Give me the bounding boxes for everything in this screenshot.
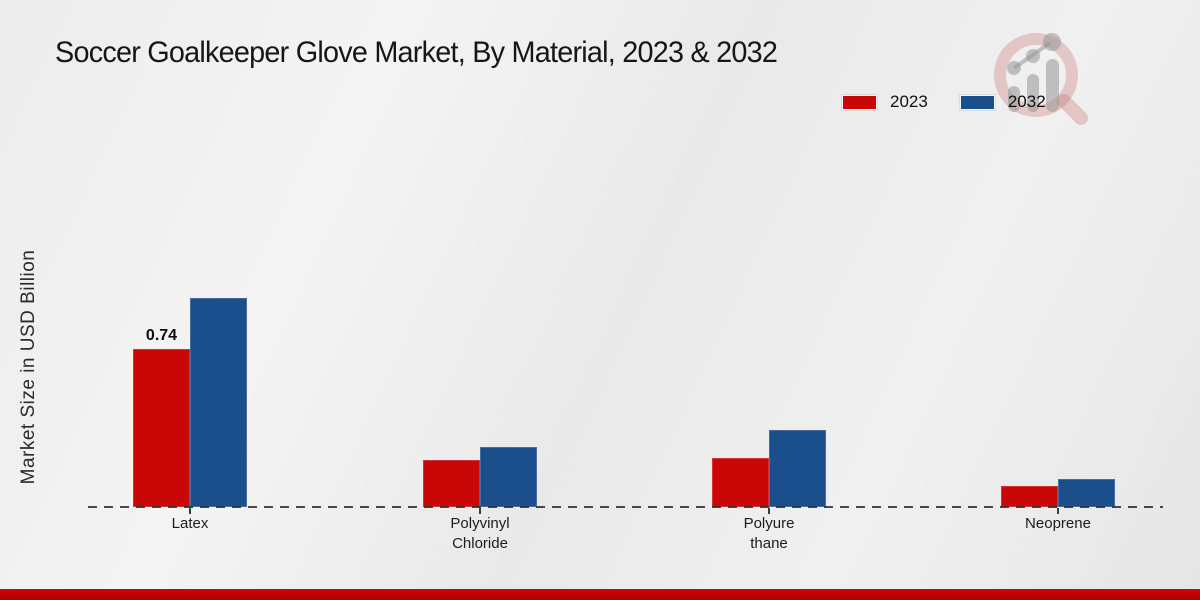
footer-red-strip <box>0 589 1200 600</box>
legend: 2023 2032 <box>842 92 1046 112</box>
magnifier-bar-chart-logo-icon <box>994 33 1088 125</box>
category-label-latex: Latex <box>171 515 209 532</box>
x-axis-tick <box>189 508 191 514</box>
bar-2032-polyurethane <box>769 430 826 507</box>
x-axis-tick <box>768 508 770 514</box>
category-label-polyurethane: Polyure thane <box>743 515 795 553</box>
bar-2032-polyvinyl-chloride <box>480 447 537 507</box>
bar-2023-polyurethane <box>712 458 769 507</box>
legend-item-2032: 2032 <box>959 92 1046 112</box>
bar-2032-neoprene <box>1058 479 1115 507</box>
legend-label-2032: 2032 <box>1007 92 1046 111</box>
bar-2023-polyvinyl-chloride <box>423 460 480 507</box>
bar-2023-latex <box>133 349 190 507</box>
x-axis-tick <box>479 508 481 514</box>
chart-title: Soccer Goalkeeper Glove Market, By Mater… <box>55 36 778 69</box>
legend-item-2023: 2023 <box>842 92 928 112</box>
category-label-neoprene: Neoprene <box>1025 515 1091 532</box>
bar-2032-latex <box>190 298 247 507</box>
bar-value-label: 0.74 <box>145 327 178 344</box>
legend-label-2023: 2023 <box>890 92 928 111</box>
baseline-dashed-line <box>88 506 1163 508</box>
legend-swatch-2023 <box>842 94 877 110</box>
x-axis-tick <box>1057 508 1059 514</box>
legend-swatch-2032 <box>959 94 995 110</box>
category-label-polyvinyl-chloride: Polyvinyl Chloride <box>450 515 510 553</box>
bar-2023-neoprene <box>1001 486 1058 507</box>
